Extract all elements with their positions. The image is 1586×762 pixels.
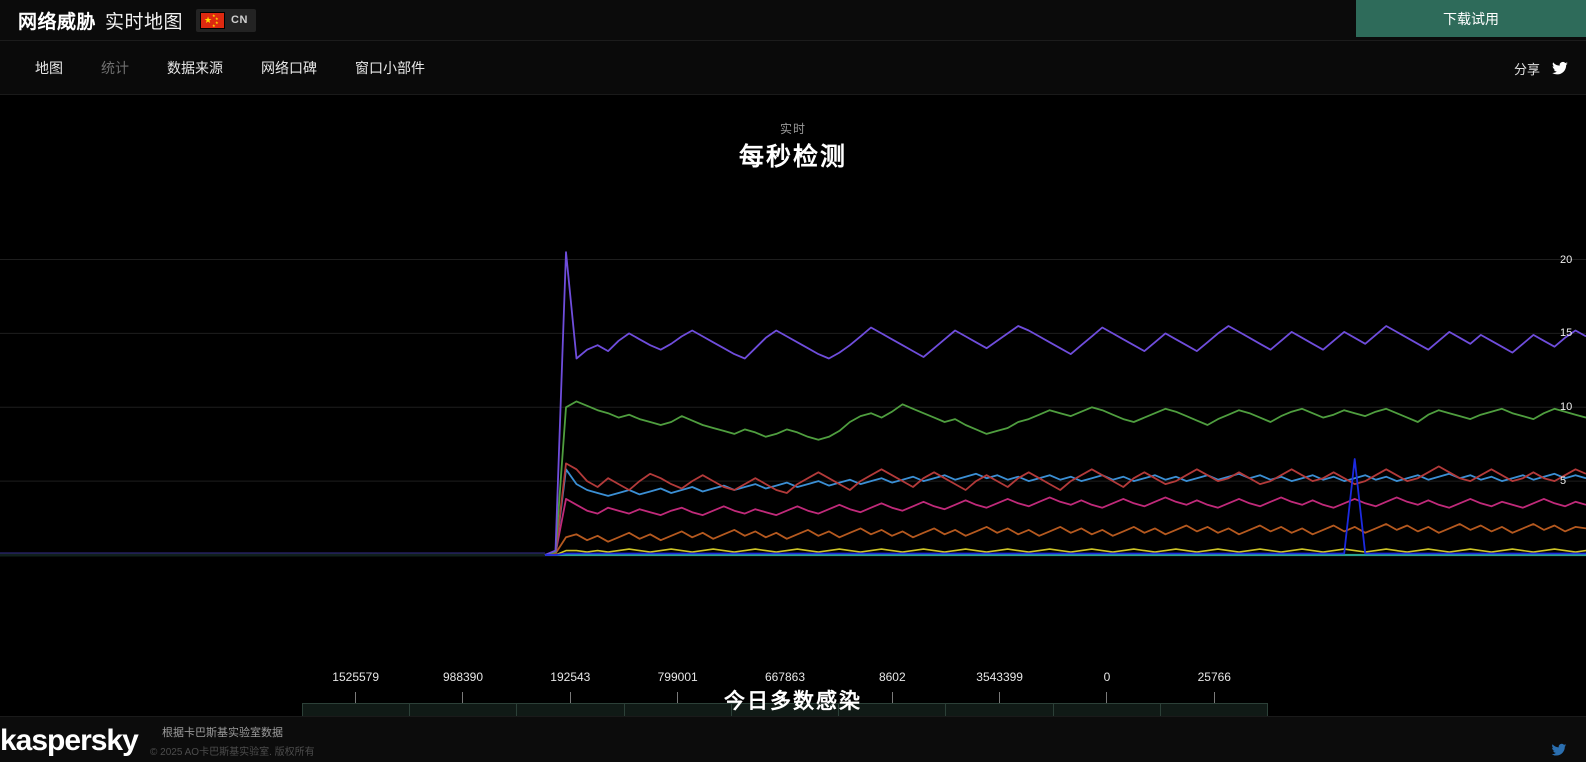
series-line-ods xyxy=(544,462,1586,556)
kaspersky-logo: kaspersky xyxy=(0,724,139,757)
series-line-vul xyxy=(545,548,1586,556)
legend-tick xyxy=(946,692,1053,703)
legend-value-mav: 192543 xyxy=(550,670,591,684)
chart-title: 每秒检测 xyxy=(738,144,847,171)
main-navigation: 地图 统计 数据来源 网络口碑 窗口小部件 分享 xyxy=(0,41,1586,95)
footer-copyright: © 2025 AO卡巴斯基实验室. 版权所有 xyxy=(150,747,315,758)
series-line-rmw xyxy=(545,458,1586,556)
series-line-oas xyxy=(544,400,1586,556)
legend-value-wav: 799001 xyxy=(657,670,698,684)
legend-value-ods: 988390 xyxy=(442,670,484,684)
legend-tick xyxy=(839,692,946,703)
nav-item-map[interactable]: 地图 xyxy=(35,60,63,76)
legend-value-bad: 0 xyxy=(1103,670,1111,684)
footer-note: 根据卡巴斯基实验室数据 xyxy=(162,727,283,739)
legend-value-rmw: 25766 xyxy=(1197,670,1231,684)
country-code-label: CN xyxy=(231,14,248,26)
legend-value-oas: 1525579 xyxy=(332,670,380,684)
share-label: 分享 xyxy=(1513,61,1540,77)
legend-tick xyxy=(517,692,624,703)
footer-twitter-icon[interactable] xyxy=(1550,742,1568,758)
download-trial-button[interactable]: 下载试用 xyxy=(1356,0,1586,37)
country-badge[interactable]: ★ ★ ★ ★ ★ CN xyxy=(196,8,256,32)
brand-title-strong: 网络威胁 xyxy=(18,11,97,33)
series-line-ids xyxy=(544,496,1586,556)
nav-item-list: 地图 统计 数据来源 网络口碑 窗口小部件 xyxy=(16,41,444,95)
legend-tick-marks xyxy=(302,692,1268,703)
series-line-mav xyxy=(544,523,1586,556)
share-control[interactable]: 分享 xyxy=(1514,41,1570,95)
series-line-kas xyxy=(544,251,1586,556)
legend-value-kas: 3543399 xyxy=(976,670,1023,684)
legend-tick xyxy=(624,692,731,703)
china-flag-icon: ★ ★ ★ ★ ★ xyxy=(200,11,226,29)
legend-value-vul: 8602 xyxy=(878,670,906,684)
nav-item-widget[interactable]: 窗口小部件 xyxy=(355,60,425,76)
brand-title-light: 实时地图 xyxy=(105,11,184,33)
series-line-wav xyxy=(544,468,1586,556)
chart-plot-area xyxy=(0,225,1586,560)
detections-chart-section: 实时 每秒检测 5 10 15 20 1525579 988390 192543 79… xyxy=(0,95,1586,739)
legend-tick xyxy=(409,692,516,703)
infections-section-title: 今日多数感染 xyxy=(724,689,862,713)
chart-kicker: 实时 xyxy=(779,122,806,136)
legend-tick xyxy=(1161,692,1268,703)
page-footer: kaspersky 根据卡巴斯基实验室数据 © 2025 AO卡巴斯基实验室. … xyxy=(0,716,1586,762)
detections-line-chart xyxy=(0,251,1586,557)
nav-item-data-sources[interactable]: 数据来源 xyxy=(167,60,223,76)
legend-tick xyxy=(302,692,409,703)
legend-tick xyxy=(731,692,838,703)
twitter-icon[interactable] xyxy=(1550,60,1570,77)
nav-item-buzz[interactable]: 网络口碑 xyxy=(261,60,317,76)
legend-tick xyxy=(1053,692,1160,703)
legend-values-row: 1525579 988390 192543 799001 667863 8602… xyxy=(302,670,1268,692)
legend-value-ids: 667863 xyxy=(764,670,805,684)
page-header: 网络威胁 实时地图 ★ ★ ★ ★ ★ CN 下载试用 xyxy=(0,0,1586,41)
nav-item-statistics[interactable]: 统计 xyxy=(101,60,129,76)
brand: 网络威胁 实时地图 ★ ★ ★ ★ ★ CN xyxy=(18,3,256,37)
